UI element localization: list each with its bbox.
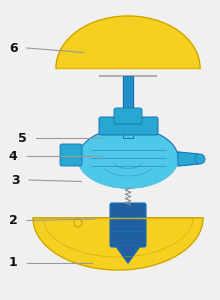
Polygon shape bbox=[78, 158, 178, 188]
Text: 2: 2 bbox=[9, 214, 18, 227]
Text: 6: 6 bbox=[9, 41, 17, 55]
Ellipse shape bbox=[78, 128, 178, 188]
Text: 1: 1 bbox=[9, 256, 18, 269]
Circle shape bbox=[74, 219, 82, 227]
Circle shape bbox=[195, 154, 205, 164]
Polygon shape bbox=[115, 245, 141, 263]
FancyBboxPatch shape bbox=[99, 117, 158, 135]
Polygon shape bbox=[56, 16, 200, 68]
FancyBboxPatch shape bbox=[110, 203, 146, 247]
FancyBboxPatch shape bbox=[114, 108, 142, 124]
Text: 5: 5 bbox=[18, 131, 26, 145]
Polygon shape bbox=[33, 218, 203, 270]
Text: 4: 4 bbox=[9, 149, 18, 163]
Polygon shape bbox=[123, 76, 133, 138]
Polygon shape bbox=[178, 152, 198, 166]
Text: 3: 3 bbox=[11, 173, 20, 187]
FancyBboxPatch shape bbox=[60, 144, 82, 166]
